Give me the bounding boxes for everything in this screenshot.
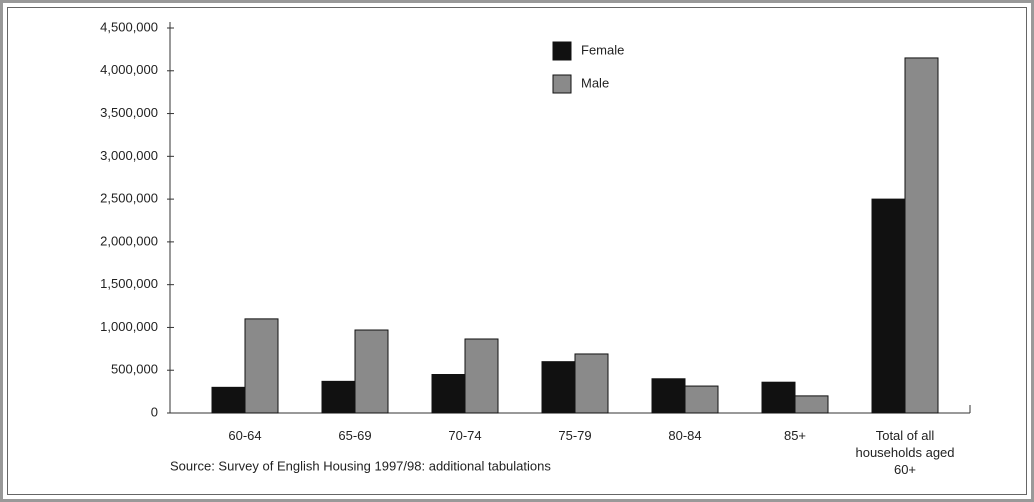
x-tick-label: 80-84 bbox=[668, 428, 702, 443]
y-tick-label: 3,000,000 bbox=[100, 148, 158, 163]
x-tick-label: 60-64 bbox=[228, 428, 262, 443]
y-tick-label: 500,000 bbox=[111, 362, 158, 377]
bar bbox=[651, 378, 686, 414]
x-tick-label: 65-69 bbox=[338, 428, 372, 443]
bar bbox=[871, 198, 906, 414]
y-tick-label: 0 bbox=[151, 404, 158, 419]
bar bbox=[211, 386, 246, 414]
x-tick-label: Total of all households aged 60+ bbox=[855, 428, 955, 477]
y-tick-label: 1,500,000 bbox=[100, 276, 158, 291]
bar bbox=[684, 385, 719, 414]
bar bbox=[574, 353, 609, 414]
x-tick-label: 75-79 bbox=[558, 428, 592, 443]
bar bbox=[541, 361, 576, 414]
x-tick-label: 70-74 bbox=[448, 428, 482, 443]
y-tick-label: 3,500,000 bbox=[100, 105, 158, 120]
legend-label: Male bbox=[581, 75, 609, 90]
bar bbox=[244, 318, 279, 414]
bar bbox=[431, 374, 466, 414]
x-tick-label: 85+ bbox=[783, 428, 807, 443]
y-tick-label: 4,500,000 bbox=[100, 19, 158, 34]
y-tick-label: 4,000,000 bbox=[100, 62, 158, 77]
legend-label: Female bbox=[581, 42, 624, 57]
bar bbox=[761, 381, 796, 414]
bar bbox=[321, 380, 356, 414]
source-note: Source: Survey of English Housing 1997/9… bbox=[170, 458, 551, 473]
bar bbox=[354, 329, 389, 414]
y-tick-label: 2,500,000 bbox=[100, 191, 158, 206]
bar bbox=[794, 395, 829, 414]
bar bbox=[464, 338, 499, 414]
legend-swatch bbox=[552, 74, 572, 94]
frame-inner bbox=[7, 7, 1027, 495]
y-tick-label: 2,000,000 bbox=[100, 233, 158, 248]
legend-swatch bbox=[552, 41, 572, 61]
y-tick-label: 1,000,000 bbox=[100, 319, 158, 334]
bar bbox=[904, 57, 939, 414]
